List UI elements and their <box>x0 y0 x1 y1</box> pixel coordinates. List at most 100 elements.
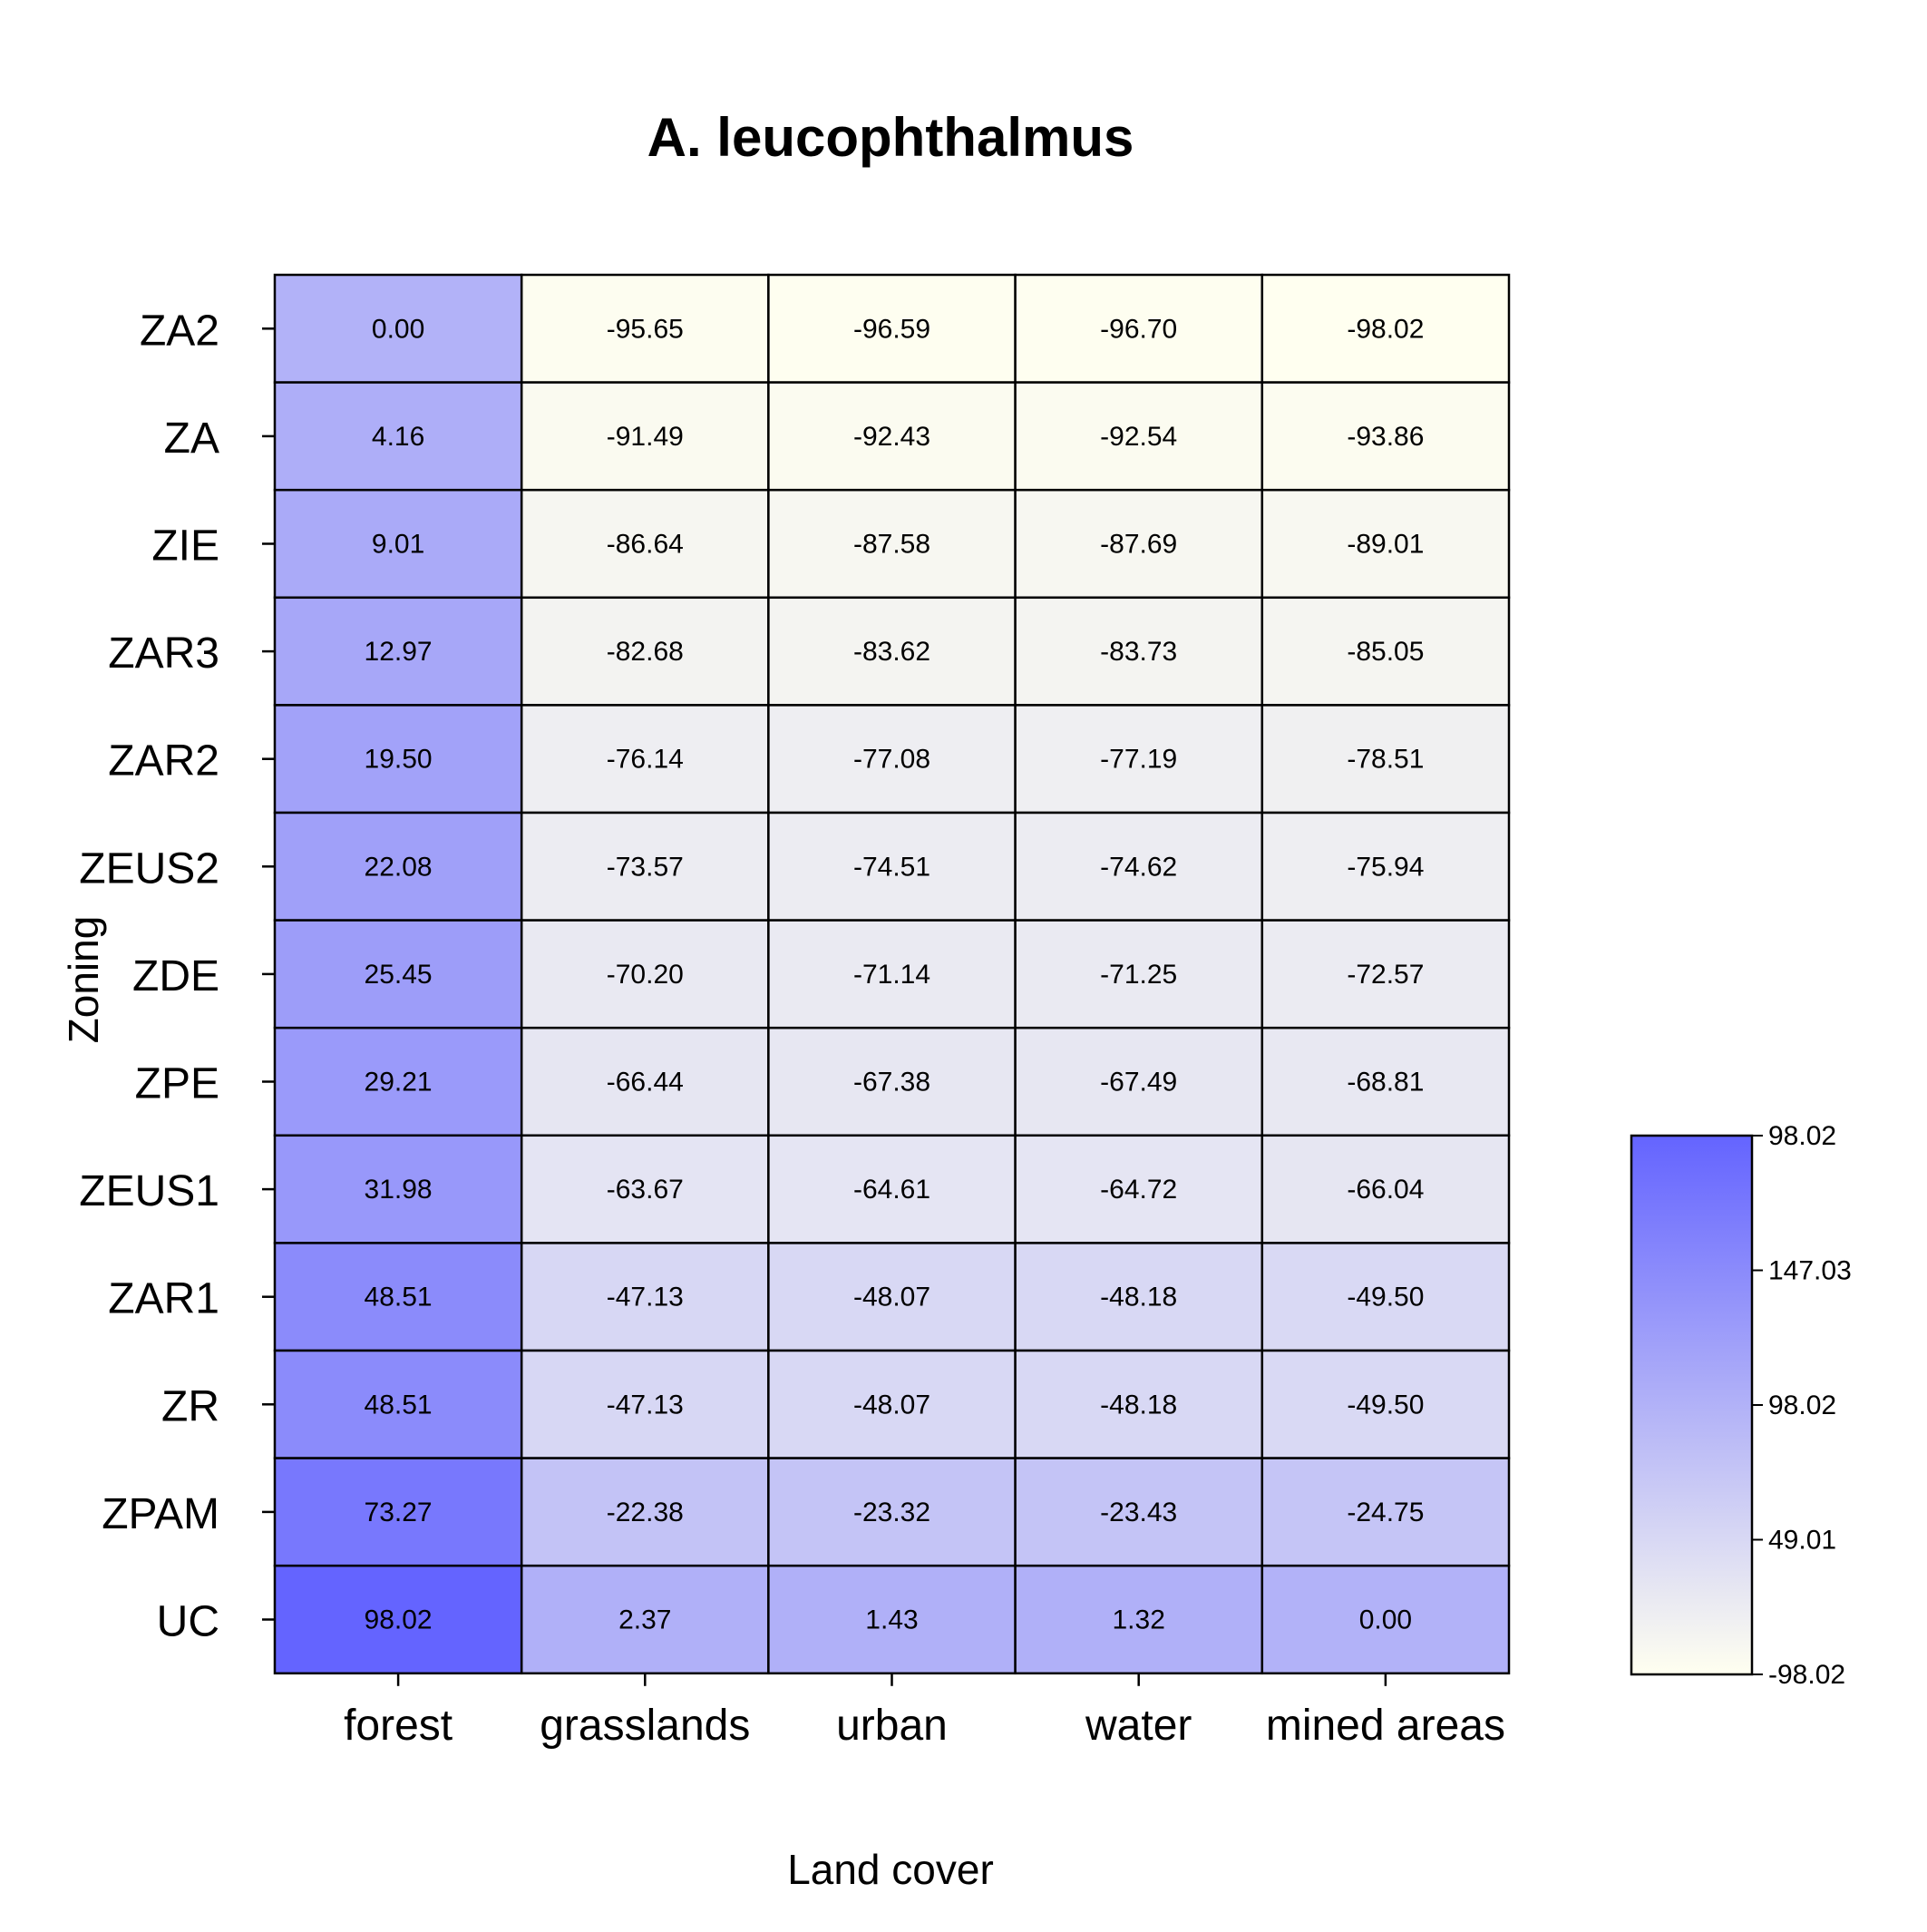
cell-value-label: -76.14 <box>607 745 684 775</box>
heatmap-cell <box>273 1564 523 1675</box>
y-tick-label: ZAR1 <box>108 1275 219 1323</box>
cell-value-label: -92.43 <box>853 422 930 452</box>
colorbar-label: 98.02 <box>1768 1121 1836 1151</box>
cell-value-label: 31.98 <box>365 1175 433 1205</box>
cell-value-label: -87.58 <box>853 530 930 560</box>
colorbar-label: 147.03 <box>1768 1256 1852 1286</box>
colorbar-gradient <box>1630 1134 1754 1676</box>
y-tick-label: ZAR3 <box>108 629 219 678</box>
x-axis: forest grasslands urban water mined areas <box>344 1673 1505 1750</box>
heatmap-cell <box>1260 596 1511 707</box>
cell-value-label: -96.59 <box>853 314 930 344</box>
heatmap-cell <box>1014 1242 1264 1352</box>
y-tick-label: ZDE <box>132 952 219 1000</box>
cell-value-label: -47.13 <box>607 1283 684 1312</box>
x-tick-label: forest <box>344 1702 453 1750</box>
cell-value-label: 98.02 <box>365 1605 433 1635</box>
y-tick-label: ZR <box>161 1382 219 1430</box>
cell-value-label: -74.51 <box>853 852 930 882</box>
cell-value-label: -71.14 <box>853 960 930 990</box>
heatmap-cell <box>520 1134 770 1244</box>
heatmap-cell <box>767 381 1017 492</box>
cell-value-label: -74.62 <box>1100 852 1177 882</box>
x-tick-label: urban <box>836 1702 948 1750</box>
cell-value-label: -63.67 <box>607 1175 684 1205</box>
cell-value-label: -83.62 <box>853 637 930 667</box>
cell-value-label: 19.50 <box>365 745 433 775</box>
heatmap-cell <box>1014 1564 1264 1675</box>
y-tick-label: ZIE <box>151 522 219 571</box>
heatmap-cell <box>520 1564 770 1675</box>
heatmap-cell <box>767 811 1017 922</box>
heatmap-cell <box>1260 1564 1511 1675</box>
heatmap-cell <box>273 1242 523 1352</box>
cell-value-label: -71.25 <box>1100 960 1177 990</box>
cell-value-label: -64.72 <box>1100 1175 1177 1205</box>
heatmap-cell <box>1014 1457 1264 1567</box>
cell-value-label: 22.08 <box>365 852 433 882</box>
cell-value-label: -67.49 <box>1100 1068 1177 1098</box>
cell-value-label: -91.49 <box>607 422 684 452</box>
cell-value-label: -93.86 <box>1347 422 1424 452</box>
heatmap-cell <box>767 1134 1017 1244</box>
heatmap-cell <box>273 919 523 1029</box>
heatmap-cell <box>520 811 770 922</box>
cell-value-label: -23.43 <box>1100 1498 1177 1527</box>
y-tick-label: ZEUS1 <box>79 1167 219 1215</box>
heatmap-cell <box>1014 1349 1264 1459</box>
cell-value-label: -78.51 <box>1347 745 1424 775</box>
heatmap-cell <box>767 273 1017 384</box>
cell-value-label: -49.50 <box>1347 1283 1424 1312</box>
cell-value-label: 2.37 <box>618 1605 671 1635</box>
cell-value-label: -95.65 <box>607 314 684 344</box>
heatmap-cell <box>1260 1242 1511 1352</box>
heatmap-cell <box>1014 273 1264 384</box>
y-tick-label: ZAR2 <box>108 737 219 785</box>
heatmap-cell <box>520 1242 770 1352</box>
heatmap-cell <box>1260 704 1511 815</box>
heatmap-cell <box>767 596 1017 707</box>
heatmap-cell <box>273 1457 523 1567</box>
y-tick-label: ZPE <box>135 1060 219 1108</box>
heatmap-cell <box>767 704 1017 815</box>
cell-value-label: -68.81 <box>1347 1068 1424 1098</box>
heatmap-cell <box>1014 811 1264 922</box>
cell-value-label: -92.54 <box>1100 422 1177 452</box>
cell-value-label: -96.70 <box>1100 314 1177 344</box>
x-tick-label: mined areas <box>1266 1702 1505 1750</box>
heatmap-cell <box>520 596 770 707</box>
heatmap-cell <box>273 1349 523 1459</box>
cell-value-label: -48.07 <box>853 1390 930 1420</box>
cell-value-label: -85.05 <box>1347 637 1424 667</box>
cell-value-label: -64.61 <box>853 1175 930 1205</box>
x-tick-label: water <box>1085 1702 1192 1750</box>
cell-value-label: 1.43 <box>865 1605 918 1635</box>
y-axis: ZA2 ZA ZIE ZAR3 ZAR2 ZEUS2 ZDE ZPE ZEUS1 ZAR1 ZR ZP… <box>79 307 275 1646</box>
cell-value-label: -73.57 <box>607 852 684 882</box>
heatmap-cell <box>767 1026 1017 1137</box>
cell-value-label: -47.13 <box>607 1390 684 1420</box>
chart-title: A. leucophthalmus <box>647 107 1134 168</box>
heatmap-cell <box>1260 488 1511 600</box>
heatmap-cells: 0.00 -95.65 -96.59 -96.70 -98.02 4.16 -91.49 -9… <box>273 273 1511 1675</box>
cell-value-label: -75.94 <box>1347 852 1424 882</box>
cell-value-label: -67.38 <box>853 1068 930 1098</box>
cell-value-label: 9.01 <box>372 530 424 560</box>
y-tick-label: ZA2 <box>140 307 219 355</box>
cell-value-label: -23.32 <box>853 1498 930 1527</box>
cell-value-label: -49.50 <box>1347 1390 1424 1420</box>
cell-value-label: 48.51 <box>365 1283 433 1312</box>
heatmap-cell <box>520 1026 770 1137</box>
heatmap-cell <box>273 273 523 384</box>
x-axis-title: Land cover <box>787 1846 994 1893</box>
colorbar-label: 98.02 <box>1768 1390 1836 1420</box>
cell-value-label: -98.02 <box>1347 314 1424 344</box>
cell-value-label: 29.21 <box>365 1068 433 1098</box>
cell-value-label: 12.97 <box>365 637 433 667</box>
heatmap-cell <box>273 704 523 815</box>
heatmap-cell <box>520 273 770 384</box>
cell-value-label: 0.00 <box>1359 1605 1412 1635</box>
cell-value-label: -82.68 <box>607 637 684 667</box>
